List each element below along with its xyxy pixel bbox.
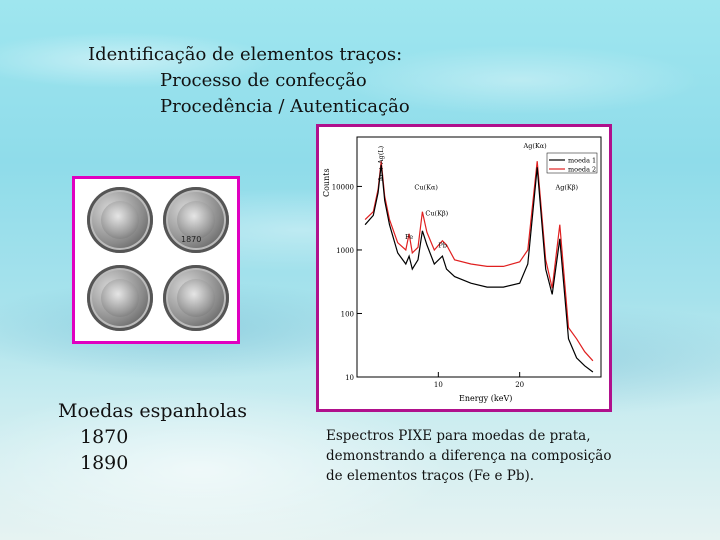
coins-year-2: 1890 bbox=[80, 452, 129, 474]
coin-1890-obverse bbox=[87, 265, 153, 331]
series-line-moeda-1 bbox=[364, 164, 594, 373]
plot-area bbox=[356, 136, 602, 378]
y-axis-label: Counts bbox=[322, 168, 331, 197]
pixe-spectrum-chart: Counts Energy (keV) 10 100 1000 10000 10 20 A… bbox=[322, 136, 602, 403]
peak-label: Ag(Kα) bbox=[523, 142, 548, 150]
title-line-2: Processo de confecção bbox=[160, 70, 367, 91]
coin-1870-obverse bbox=[87, 187, 153, 253]
y-tick-label: 1000 bbox=[336, 247, 354, 255]
peak-label: Cu(Kβ) bbox=[425, 209, 448, 217]
x-axis-label: Energy (keV) bbox=[459, 394, 512, 403]
y-tick-label: 10000 bbox=[332, 183, 354, 191]
peak-label: Pb bbox=[438, 241, 447, 249]
coin-1890-reverse bbox=[163, 265, 229, 331]
title-line-3: Procedência / Autenticação bbox=[160, 96, 410, 117]
chart-caption-line-2: demonstrando a diferença na composição bbox=[326, 448, 612, 464]
coins-photo: 1870 bbox=[72, 176, 240, 344]
title-line-1: Identificação de elementos traços: bbox=[88, 44, 403, 65]
x-tick-label: 10 bbox=[434, 381, 443, 389]
chart-caption-line-1: Espectros PIXE para moedas de prata, bbox=[326, 428, 591, 444]
y-tick-label: 10 bbox=[345, 374, 354, 382]
coins-year-1: 1870 bbox=[80, 426, 129, 448]
legend-label: moeda 2 bbox=[568, 166, 596, 174]
slide-title: Identificação de elementos traços: Proce… bbox=[88, 42, 410, 120]
y-tick-label: 100 bbox=[341, 310, 354, 318]
coin-1870-reverse: 1870 bbox=[163, 187, 229, 253]
coins-caption: Moedas espanholas 1870 1890 bbox=[58, 398, 247, 476]
coins-caption-line: Moedas espanholas bbox=[58, 400, 247, 422]
chart-caption-line-3: de elementos traços (Fe e Pb). bbox=[326, 468, 535, 484]
legend-box bbox=[546, 152, 598, 174]
peak-label: Cu(Kα) bbox=[414, 183, 438, 191]
x-tick-label: 20 bbox=[515, 381, 524, 389]
coin-year-stamp: 1870 bbox=[181, 235, 202, 244]
peak-label-ar: Ar + Ag(L) bbox=[377, 145, 385, 182]
chart-caption: Espectros PIXE para moedas de prata, dem… bbox=[326, 426, 611, 486]
peak-label: Fe bbox=[405, 233, 413, 241]
legend-label: moeda 1 bbox=[568, 157, 596, 165]
series-line-moeda-2 bbox=[364, 161, 594, 362]
pixe-chart-frame: Counts Energy (keV) 10 100 1000 10000 10 20 A… bbox=[316, 124, 612, 412]
peak-label: Ag(Kβ) bbox=[555, 183, 579, 191]
